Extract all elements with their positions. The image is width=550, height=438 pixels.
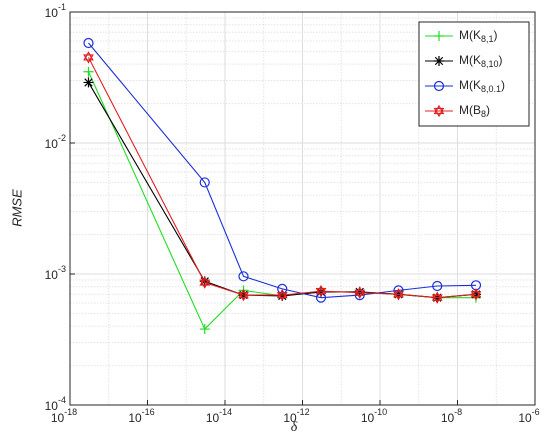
marker [83, 66, 94, 77]
legend-marker [433, 104, 445, 118]
marker [315, 284, 327, 298]
marker [83, 77, 94, 88]
plot-frame [69, 11, 536, 406]
marker [315, 286, 326, 297]
x-tick-label: 10-18 [51, 407, 77, 425]
marker [238, 288, 249, 302]
x-tick-label: 10-6 [518, 407, 539, 425]
marker [238, 271, 249, 282]
y-tick-label: 10-2 [45, 133, 66, 151]
x-tick-label: 10-16 [128, 407, 154, 425]
legend-marker [434, 31, 444, 41]
marker [277, 290, 288, 301]
x-axis-label: δ [291, 420, 298, 435]
x-tick-label: 10-12 [283, 407, 309, 425]
series-line [87, 57, 477, 299]
legend-marker [433, 80, 445, 92]
y-tick-label: 10-1 [45, 2, 66, 20]
marker [277, 283, 288, 294]
y-tick-label: 10-4 [45, 395, 66, 413]
legend-label: M(K8,1) [459, 28, 498, 44]
legend-label: M(B8) [459, 103, 490, 119]
marker [199, 324, 210, 335]
marker [83, 37, 94, 49]
marker [354, 286, 366, 299]
marker [83, 51, 94, 64]
marker [354, 286, 365, 297]
y-axis-label: RMSE [9, 189, 24, 227]
x-tick-label: 10-14 [206, 407, 232, 425]
marker [276, 288, 288, 302]
marker [199, 276, 211, 289]
legend-label: M(K8,10) [459, 53, 503, 69]
legend-marker [434, 56, 444, 66]
marker [431, 291, 443, 304]
series-line [88, 42, 476, 299]
legend-label: M(K8,0.1) [459, 78, 505, 94]
marker [199, 177, 210, 188]
x-tick-label: 10-8 [441, 407, 462, 425]
marker [393, 288, 404, 301]
y-tick-label: 10-3 [45, 264, 66, 282]
marker [432, 280, 443, 292]
x-tick-label: 10-10 [361, 407, 387, 425]
marker [393, 285, 404, 296]
marker [199, 276, 210, 287]
marker [470, 288, 482, 301]
